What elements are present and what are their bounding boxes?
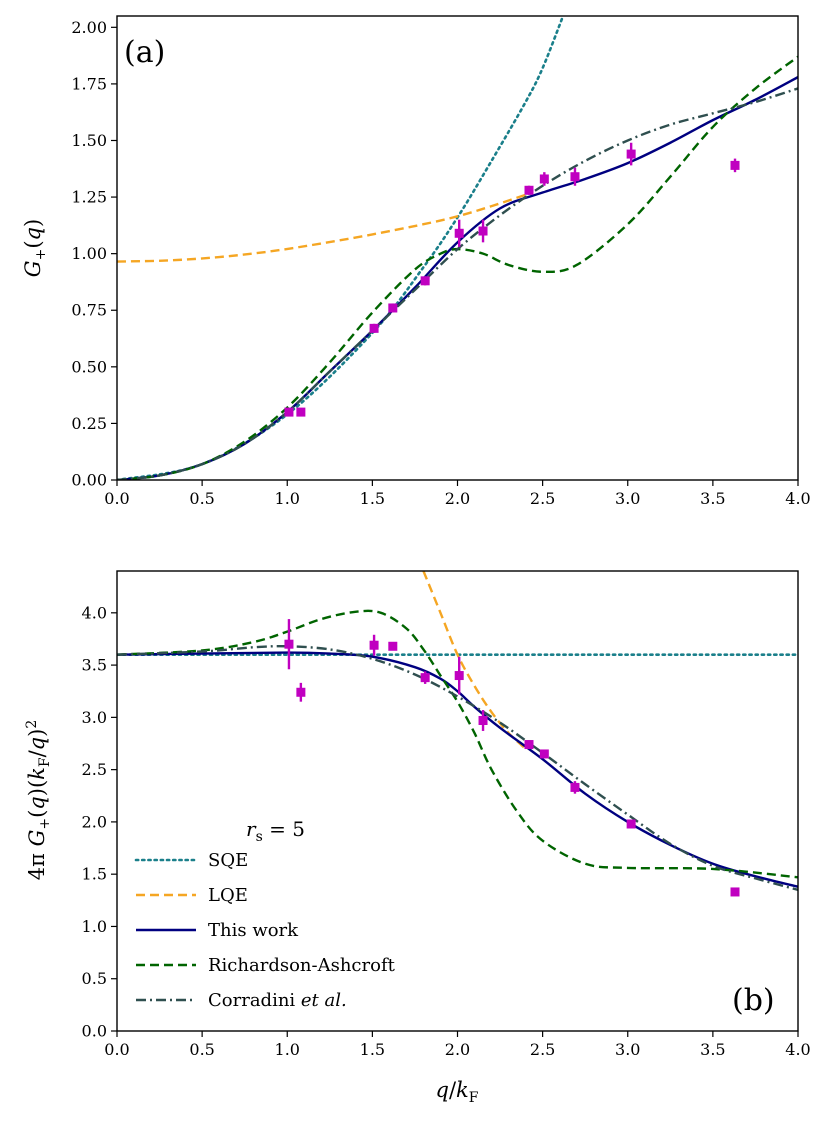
panel-a-series-corradini-et-al xyxy=(117,87,798,480)
panel-a-data-point xyxy=(369,323,379,333)
panel-b-ytick-label: 2.0 xyxy=(82,812,107,831)
panel-b-data-point xyxy=(570,781,580,794)
panel-b-ytick-label: 0.0 xyxy=(82,1022,107,1041)
legend-label: SQE xyxy=(208,850,248,871)
panel-a-ytick-label: 0.50 xyxy=(71,357,107,376)
panel-a-frame xyxy=(116,15,799,481)
panel-a-data-point xyxy=(478,219,488,243)
panel-b-ytick-label: 3.0 xyxy=(82,708,107,727)
legend-title: rs = 5 xyxy=(246,817,305,845)
panel-a-ytick-label: 1.25 xyxy=(71,188,107,207)
svg-text:G+(q): G+(q) xyxy=(21,219,49,277)
legend-entry-corradini-et-al: Corradini et al. xyxy=(136,990,347,1011)
panel-a-xtick-label: 3.5 xyxy=(700,489,725,508)
panel-b-series-richardson-ashcroft xyxy=(117,609,798,879)
panel-b-xtick-label: 4.0 xyxy=(785,1040,810,1059)
panel-b-data-point xyxy=(284,619,294,670)
panel-b-data-point xyxy=(420,671,430,684)
panel-a-xtick-label: 3.0 xyxy=(615,489,640,508)
panel-a-data-point xyxy=(454,219,464,247)
panel-a-xtick-label: 1.0 xyxy=(275,489,300,508)
panel-b-data-point xyxy=(626,819,636,829)
panel-a-data-point xyxy=(524,185,534,195)
panel-a-ytick-label: 2.00 xyxy=(71,18,107,37)
legend-entry-richardson-ashcroft: Richardson-Ashcroft xyxy=(136,955,396,976)
panel-b-xlabel: q/kF xyxy=(436,1078,479,1106)
panel-b-data-point xyxy=(478,710,488,731)
panel-b-data-point xyxy=(539,749,549,759)
legend-label: Richardson-Ashcroft xyxy=(208,955,396,976)
panel-a-series-richardson-ashcroft xyxy=(117,55,798,480)
panel-a-ytick-label: 0.00 xyxy=(71,471,107,490)
panel-a-ytick-label: 1.00 xyxy=(71,244,107,263)
panel-a-data-point xyxy=(284,407,294,417)
panel-a-xtick-label: 2.5 xyxy=(530,489,555,508)
panel-b-xtick-label: 0.0 xyxy=(104,1040,129,1059)
panel-b: 0.0 0.5 1.0 1.5 2.0 2.5 3.0 3.5 4.0 0.0 0.5 1.0 1.5 2… xyxy=(24,570,811,1106)
panel-b-ytick-label: 0.5 xyxy=(82,969,107,988)
panel-b-data-point xyxy=(730,887,740,897)
panel-a-data-point xyxy=(296,407,306,417)
panel-a-series-sqe xyxy=(117,16,565,480)
panel-a-data-point xyxy=(730,158,740,173)
panel-a-data-point xyxy=(626,142,636,166)
panel-a-xtick-label: 1.5 xyxy=(360,489,385,508)
panel-b-label: (b) xyxy=(732,983,775,1018)
panel-a-data-point xyxy=(539,172,549,186)
panel-a-data-point xyxy=(570,167,580,186)
panel-a-ytick-label: 0.25 xyxy=(71,414,107,433)
panel-b-frame xyxy=(116,570,799,1032)
panel-a-xtick-label: 2.0 xyxy=(445,489,470,508)
panel-b-xtick-label: 1.0 xyxy=(275,1040,300,1059)
panel-a-data-point xyxy=(388,303,398,313)
panel-a-xtick-label: 0.5 xyxy=(189,489,214,508)
panel-b-ytick-label: 1.5 xyxy=(82,865,107,884)
legend: rs = 5 SQE LQE This work Richardson-Ashcrof… xyxy=(134,817,396,1011)
legend-entry-this-work: This work xyxy=(136,920,299,941)
panel-a-ylabel: G+(q) xyxy=(21,219,49,277)
panel-b-ytick-label: 2.5 xyxy=(82,760,107,779)
panel-b-series-corradini-et-al xyxy=(117,644,798,892)
panel-a: 0.0 0.5 1.0 1.5 2.0 2.5 3.0 3.5 4.0 0.00 0.25 0.50 0… xyxy=(21,15,811,508)
panel-b-ytick-label: 4.0 xyxy=(82,603,107,622)
legend-label: Corradini et al. xyxy=(208,990,347,1011)
panel-b-data-point xyxy=(296,682,306,702)
panel-b-xtick-label: 3.5 xyxy=(700,1040,725,1059)
panel-a-data-point xyxy=(420,276,430,286)
panel-a-series-this-work xyxy=(117,76,798,480)
panel-b-series-lqe xyxy=(422,571,527,750)
legend-entry-lqe: LQE xyxy=(136,885,248,906)
legend-label: LQE xyxy=(208,885,248,906)
panel-b-xtick-label: 2.5 xyxy=(530,1040,555,1059)
panel-b-xtick-label: 0.5 xyxy=(189,1040,214,1059)
panel-b-data-point xyxy=(454,656,464,695)
panel-a-ytick-label: 1.75 xyxy=(71,74,107,93)
panel-b-ytick-label: 1.0 xyxy=(82,917,107,936)
legend-entry-sqe: SQE xyxy=(134,850,248,871)
panel-b-xtick-label: 2.0 xyxy=(445,1040,470,1059)
panel-a-ytick-label: 1.50 xyxy=(71,131,107,150)
panel-b-data-point xyxy=(369,634,379,656)
panel-a-xtick-label: 0.0 xyxy=(104,489,129,508)
panel-b-xtick-label: 3.0 xyxy=(615,1040,640,1059)
legend-label: This work xyxy=(208,920,299,941)
svg-text:q/kF: q/kF xyxy=(436,1078,479,1106)
panel-b-xtick-label: 1.5 xyxy=(360,1040,385,1059)
panel-a-ytick-label: 0.75 xyxy=(71,301,107,320)
svg-text:4π G+(q)(kF/q)2: 4π G+(q)(kF/q)2 xyxy=(24,720,53,881)
panel-a-label: (a) xyxy=(124,35,165,70)
panel-b-ytick-label: 3.5 xyxy=(82,656,107,675)
panel-b-ylabel: 4π G+(q)(kF/q)2 xyxy=(24,720,53,881)
panel-b-data-point xyxy=(388,641,398,651)
panel-a-series-lqe xyxy=(117,193,526,263)
panel-b-data-point xyxy=(524,740,534,750)
panel-a-xtick-label: 4.0 xyxy=(785,489,810,508)
